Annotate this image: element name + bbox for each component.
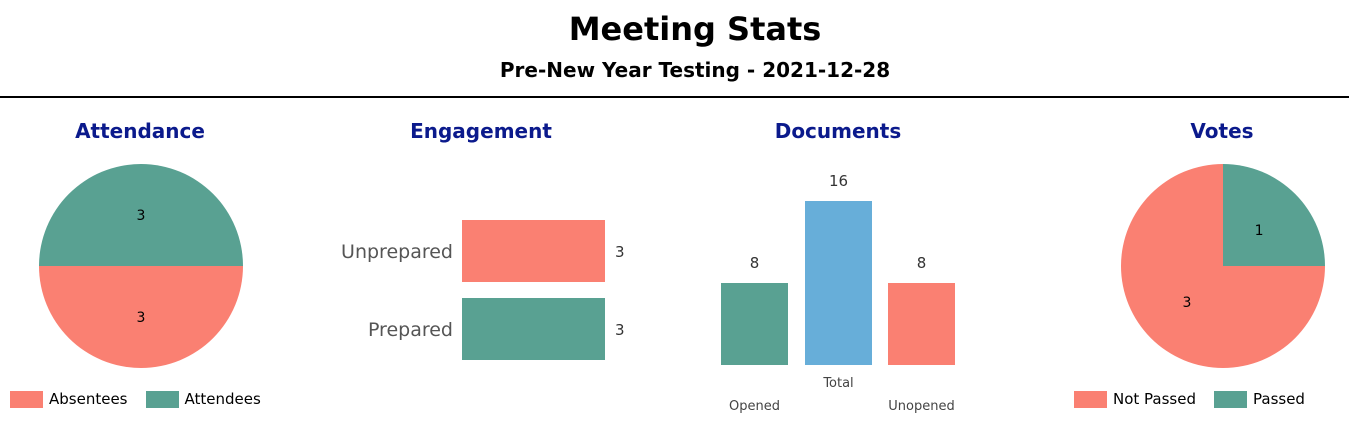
engagement-bar-prepared [462,298,605,360]
legend-swatch-not-passed [1074,390,1107,408]
documents-category-label-opened: Opened [729,399,780,414]
attendance-legend: Absentees Attendees [10,390,279,408]
votes-slice-passed [1223,164,1325,266]
engagement-value-label-prepared: 3 [615,321,625,339]
engagement-category-label-unprepared: Unprepared [341,241,453,263]
legend-item-attendees: Attendees [145,390,261,408]
legend-label-passed: Passed [1253,390,1305,408]
legend-item-not-passed: Not Passed [1074,390,1196,408]
legend-swatch-absentees [10,390,43,408]
documents-value-label-unopened: 8 [917,254,927,272]
engagement-chart-title: Engagement [410,119,552,143]
legend-swatch-attendees [145,390,179,408]
attendance-chart-title: Attendance [75,119,205,143]
attendance-label-absentees: 3 [137,310,146,326]
votes-chart-title: Votes [1190,119,1254,143]
page-subtitle: Pre-New Year Testing - 2021-12-28 [499,58,891,82]
legend-label-attendees: Attendees [184,390,261,408]
engagement-value-label-unprepared: 3 [615,243,625,261]
documents-chart-title: Documents [774,119,902,143]
documents-value-label-opened: 8 [750,254,760,272]
documents-bar-total [805,201,872,365]
documents-category-label-unopened: Unopened [888,399,954,414]
documents-value-label-total: 16 [829,172,848,190]
votes-legend: Not Passed Passed [1074,390,1323,408]
legend-item-passed: Passed [1214,390,1305,408]
legend-swatch-passed [1214,390,1247,408]
page-title: Meeting Stats [568,10,822,48]
attendance-label-attendees: 3 [137,208,146,224]
votes-label-not-passed: 3 [1182,295,1191,311]
legend-item-absentees: Absentees [10,390,128,408]
legend-label-absentees: Absentees [49,390,128,408]
attendance-slice-attendees [39,164,243,266]
attendance-slice-absentees [39,266,243,368]
documents-bar-unopened [888,283,955,365]
documents-category-label-total: Total [822,376,853,391]
votes-label-passed: 1 [1255,223,1264,239]
documents-bar-opened [721,283,788,365]
votes-slice-not-passed [1121,164,1325,368]
legend-label-not-passed: Not Passed [1113,390,1196,408]
engagement-bar-unprepared [462,220,605,282]
header-divider [0,96,1349,98]
engagement-category-label-prepared: Prepared [368,319,453,341]
